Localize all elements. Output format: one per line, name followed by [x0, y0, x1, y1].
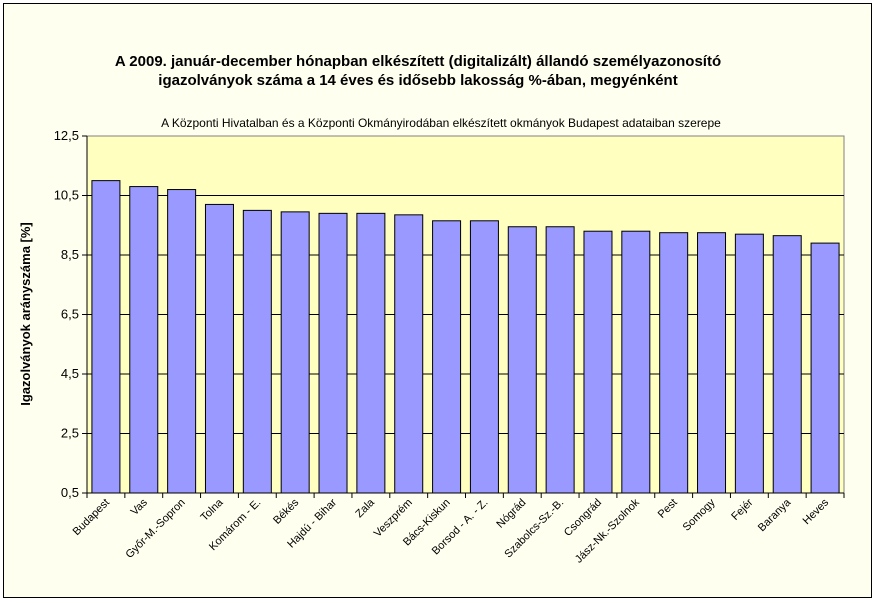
bar-10 — [469, 220, 499, 494]
bar-0 — [91, 180, 121, 494]
bar-17 — [734, 233, 764, 494]
x-tick-label: Somogy — [681, 496, 718, 533]
x-tick-label: Tolna — [199, 496, 227, 524]
y-tick-label: 2,5 — [61, 426, 79, 441]
x-tick-label: Nógrád — [494, 497, 528, 531]
bar-4 — [242, 209, 272, 494]
x-tick-label: Vas — [129, 496, 151, 518]
y-tick-label: 0,5 — [61, 485, 79, 500]
bar-19 — [810, 242, 840, 494]
chart-title-line-2: igazolványok száma a 14 éves és idősebb … — [158, 72, 677, 89]
chart-subtitle: A Központi Hivatalban és a Központi Okmá… — [161, 116, 721, 130]
x-tick-label: Fejér — [729, 496, 755, 522]
bar-18 — [772, 235, 802, 494]
bar-12 — [545, 226, 575, 494]
y-tick-label: 8,5 — [61, 247, 79, 262]
bar-chart: A 2009. január-december hónapban elkészí… — [18, 53, 845, 566]
bar-1 — [129, 186, 159, 494]
bars — [91, 180, 840, 494]
y-tick-label: 12,5 — [54, 128, 79, 143]
chart-frame: A 2009. január-december hónapban elkészí… — [3, 3, 872, 598]
x-tick-label: Heves — [801, 496, 832, 527]
y-axis: 0,5 2,5 4,5 6,5 8,5 10,5 12,5 — [54, 128, 88, 500]
y-tick-label: 4,5 — [61, 366, 79, 381]
bar-7 — [356, 212, 386, 494]
bar-13 — [583, 230, 613, 494]
x-tick-label: Budapest — [71, 497, 112, 538]
x-tick-label: Békés — [271, 496, 301, 526]
chart-title-line-1: A 2009. január-december hónapban elkészí… — [115, 53, 721, 70]
y-tick-label: 10,5 — [54, 188, 79, 203]
x-tick-label: Jász-Nk.-Szolnok — [573, 496, 642, 565]
bar-6 — [318, 212, 348, 494]
bar-2 — [167, 189, 197, 494]
bar-3 — [204, 203, 234, 494]
x-tick-label: Pest — [656, 497, 680, 521]
bar-14 — [621, 230, 651, 494]
x-tick-label: Zala — [353, 496, 377, 520]
bar-11 — [507, 226, 537, 494]
bar-5 — [280, 211, 310, 494]
x-tick-label: Baranya — [756, 496, 794, 534]
bar-16 — [697, 232, 727, 494]
bar-9 — [432, 220, 462, 494]
y-axis-label: Igazolványok arányszáma [%] — [18, 222, 33, 406]
bar-8 — [394, 214, 424, 494]
y-tick-label: 6,5 — [61, 307, 79, 322]
bar-15 — [659, 232, 689, 494]
